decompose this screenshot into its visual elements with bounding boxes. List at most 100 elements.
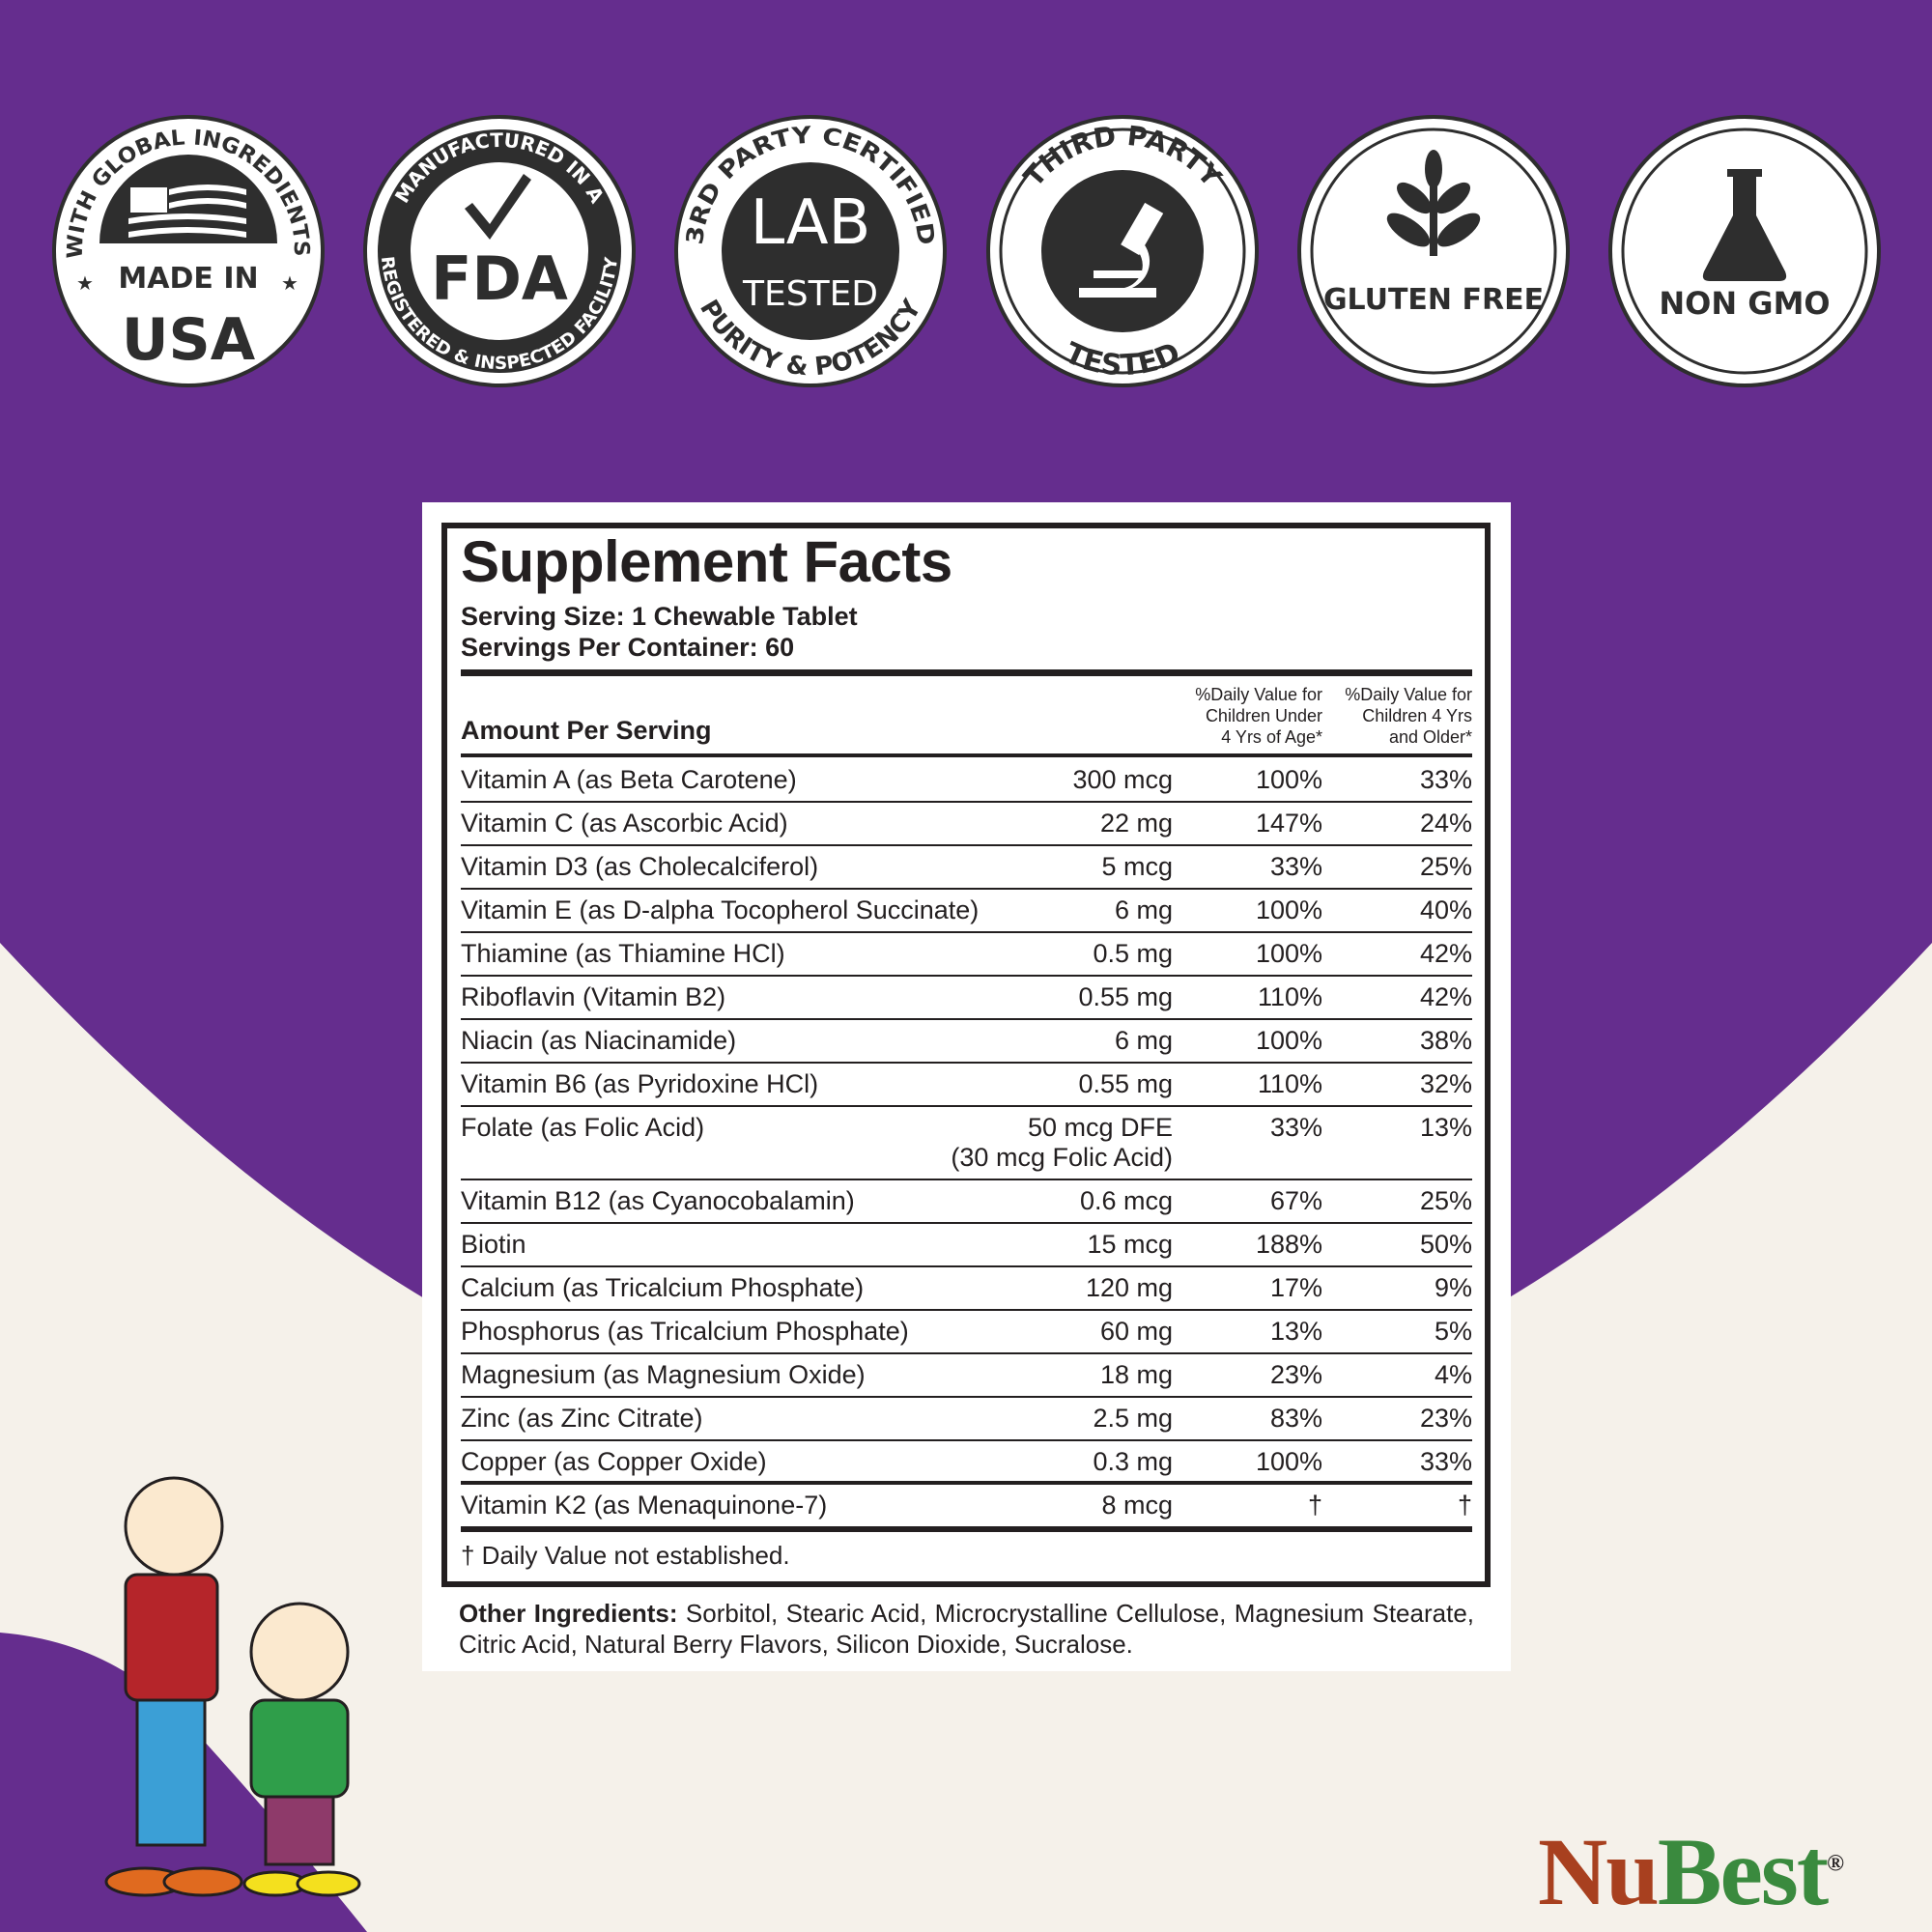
table-row: Vitamin D3 (as Cholecalciferol) 5 mcg 33% 2… — [461, 846, 1472, 890]
nutrient-name: Vitamin A (as Beta Carotene) — [461, 765, 797, 794]
amount-line: 0.3 mg — [1093, 1447, 1173, 1476]
dv-4-and-older: 32% — [1419, 1069, 1472, 1098]
table-row: Vitamin K2 (as Menaquinone-7) 8 mcg † † — [461, 1486, 1472, 1528]
nutrient-amount: 2.5 mg — [1093, 1404, 1173, 1434]
nutrient-amount: 15 mcg — [1087, 1230, 1173, 1260]
nutrient-name: Vitamin K2 (as Menaquinone-7) — [461, 1491, 828, 1520]
dv-under-4: 188% — [1255, 1230, 1322, 1259]
header-line: Children 4 Yrs — [1362, 706, 1472, 725]
nutrient-amount: 60 mg — [1100, 1317, 1173, 1347]
star-icon: ★ — [76, 271, 94, 295]
dv-header-4-and-older: %Daily Value for Children 4 Yrs and Older* — [1345, 684, 1472, 748]
nutrient-name: Biotin — [461, 1230, 526, 1259]
nutrient-name: Vitamin B6 (as Pyridoxine HCl) — [461, 1069, 819, 1098]
lab-tested-badge: 3RD PARTY CERTIFIED PURITY & POTENCY LAB… — [674, 115, 947, 387]
amount-line-2: (30 mcg Folic Acid) — [951, 1143, 1173, 1172]
logo-nu: Nu — [1538, 1818, 1660, 1925]
nubest-logo: NuBest® — [1538, 1816, 1844, 1927]
dv-under-4: 100% — [1255, 895, 1322, 924]
nutrient-amount: 6 mg — [1115, 1026, 1173, 1056]
dv-under-4: 100% — [1255, 1026, 1322, 1055]
nutrient-name: Vitamin D3 (as Cholecalciferol) — [461, 852, 819, 881]
amount-per-serving-header: Amount Per Serving — [461, 716, 712, 745]
amount-line: 0.5 mg — [1093, 939, 1173, 968]
flask-icon — [1702, 169, 1787, 281]
table-row: Calcium (as Tricalcium Phosphate) 120 mg 1… — [461, 1267, 1472, 1311]
header-line: %Daily Value for — [1195, 685, 1322, 704]
table-row: Niacin (as Niacinamide) 6 mg 100% 38% — [461, 1020, 1472, 1064]
nutrient-name: Vitamin E (as D-alpha Tocopherol Succina… — [461, 895, 980, 924]
dv-under-4: 13% — [1269, 1317, 1322, 1346]
dv-under-4: 33% — [1269, 852, 1322, 881]
other-ingredients-label: Other Ingredients: — [459, 1599, 678, 1628]
badge-line1: MADE IN — [118, 262, 258, 296]
nutrient-amount: 5 mcg — [1101, 852, 1173, 882]
dv-4-and-older: 38% — [1419, 1026, 1472, 1055]
dv-under-4: 100% — [1255, 765, 1322, 794]
servings-per-container: Servings Per Container: 60 — [461, 633, 795, 662]
divider-thick — [461, 1526, 1472, 1532]
registered-mark: ® — [1827, 1851, 1844, 1877]
table-row: Copper (as Copper Oxide) 0.3 mg 100% 33% — [461, 1441, 1472, 1485]
nutrient-amount: 0.5 mg — [1093, 939, 1173, 969]
table-row: Thiamine (as Thiamine HCl) 0.5 mg 100% 42% — [461, 933, 1472, 977]
dv-under-4: 23% — [1269, 1360, 1322, 1389]
dv-4-and-older: 24% — [1419, 809, 1472, 838]
nutrient-table: Vitamin A (as Beta Carotene) 300 mcg 100% 3… — [461, 759, 1472, 1485]
header-line: 4 Yrs of Age* — [1221, 727, 1322, 747]
nutrient-name: Magnesium (as Magnesium Oxide) — [461, 1360, 866, 1389]
dv-under-4: 100% — [1255, 1447, 1322, 1476]
nutrient-amount: 120 mg — [1086, 1273, 1173, 1303]
dv-4-and-older: 23% — [1419, 1404, 1472, 1433]
table-row: Riboflavin (Vitamin B2) 0.55 mg 110% 42% — [461, 977, 1472, 1020]
dv-under-4: 67% — [1269, 1186, 1322, 1215]
star-icon: ★ — [281, 271, 298, 295]
header-line: Children Under — [1205, 706, 1322, 725]
table-row: Vitamin B12 (as Cyanocobalamin) 0.6 mcg 67… — [461, 1180, 1472, 1224]
dv-under-4: 110% — [1257, 982, 1322, 1011]
dv-4-and-older: 40% — [1419, 895, 1472, 924]
table-row: Phosphorus (as Tricalcium Phosphate) 60 m… — [461, 1311, 1472, 1354]
amount-line: 0.55 mg — [1078, 982, 1173, 1011]
dv-4-and-older: 4% — [1434, 1360, 1472, 1389]
badge-line2: TESTED — [742, 274, 878, 314]
dv-under-4: † — [1307, 1491, 1322, 1520]
nutrient-amount: 0.55 mg — [1078, 982, 1173, 1012]
amount-line: 0.6 mcg — [1079, 1186, 1173, 1215]
divider-thick — [461, 669, 1472, 676]
dv-under-4: 110% — [1257, 1069, 1322, 1098]
lab-icon — [722, 162, 899, 340]
table-row: Magnesium (as Magnesium Oxide) 18 mg 23% 4% — [461, 1354, 1472, 1398]
nutrient-name: Vitamin C (as Ascorbic Acid) — [461, 809, 788, 838]
table-row: Vitamin A (as Beta Carotene) 300 mcg 100% 3… — [461, 759, 1472, 803]
amount-line: 22 mg — [1099, 809, 1173, 838]
table-row: Vitamin C (as Ascorbic Acid) 22 mg 147% 24% — [461, 803, 1472, 846]
dv-under-4: 100% — [1255, 939, 1322, 968]
facts-title: Supplement Facts — [461, 529, 952, 594]
dv-4-and-older: 9% — [1434, 1273, 1472, 1302]
table-row: Vitamin B6 (as Pyridoxine HCl) 0.55 mg 110… — [461, 1064, 1472, 1107]
header-line: and Older* — [1388, 727, 1472, 747]
nutrient-amount: 0.55 mg — [1078, 1069, 1173, 1099]
nutrient-name: Zinc (as Zinc Citrate) — [461, 1404, 703, 1433]
badge-label: NON GMO — [1659, 285, 1830, 322]
dv-header-under-4: %Daily Value for Children Under 4 Yrs of A… — [1195, 684, 1322, 748]
table-row: Biotin 15 mcg 188% 50% — [461, 1224, 1472, 1267]
fda-badge: MANUFACTURED IN A REGISTERED & INSPECTED… — [363, 115, 636, 387]
dv-4-and-older: 5% — [1434, 1317, 1472, 1346]
nutrient-name: Phosphorus (as Tricalcium Phosphate) — [461, 1317, 909, 1346]
nutrient-amount: 8 mcg — [1101, 1491, 1173, 1520]
badge-line1: LAB — [751, 187, 871, 259]
dv-4-and-older: 25% — [1419, 1186, 1472, 1215]
nutrient-name: Calcium (as Tricalcium Phosphate) — [461, 1273, 865, 1302]
amount-line: 5 mcg — [1101, 852, 1173, 881]
table-row: Folate (as Folic Acid) 50 mcg DFE (30 mcg … — [461, 1107, 1472, 1180]
nutrient-name: Thiamine (as Thiamine HCl) — [461, 939, 785, 968]
amount-line: 18 mg — [1099, 1360, 1173, 1389]
dv-under-4: 33% — [1269, 1113, 1322, 1142]
nutrient-amount: 0.6 mcg — [1080, 1186, 1173, 1216]
dv-4-and-older: 50% — [1419, 1230, 1472, 1259]
dv-4-and-older: † — [1457, 1491, 1472, 1520]
other-ingredients-text: Sorbitol, Stearic Acid, Microcrystalline… — [459, 1599, 1475, 1659]
microscope-icon — [1079, 202, 1164, 298]
